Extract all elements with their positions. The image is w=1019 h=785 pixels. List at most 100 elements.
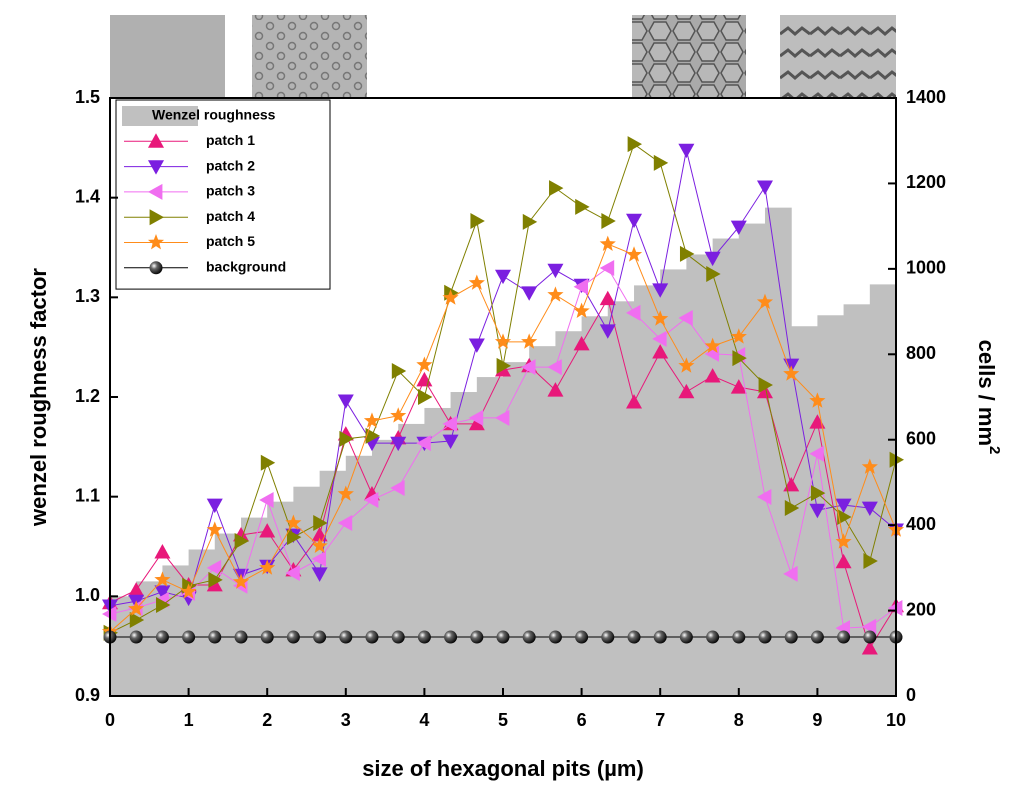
point xyxy=(811,485,826,502)
point xyxy=(758,377,773,394)
point xyxy=(259,559,276,575)
legend-marker xyxy=(148,133,164,148)
point xyxy=(260,630,274,644)
bar xyxy=(712,238,740,696)
point xyxy=(784,630,798,644)
legend-label: patch 1 xyxy=(206,132,255,148)
point xyxy=(652,330,667,347)
point xyxy=(285,514,302,530)
x-tick-label: 0 xyxy=(105,710,115,730)
point xyxy=(627,136,643,153)
point xyxy=(784,500,800,517)
point xyxy=(573,302,590,319)
point xyxy=(863,553,878,570)
point xyxy=(182,630,196,644)
point xyxy=(339,630,353,644)
point xyxy=(260,454,276,471)
point xyxy=(730,220,747,235)
point xyxy=(863,630,877,644)
point xyxy=(809,445,824,462)
bar xyxy=(319,470,347,696)
point xyxy=(416,435,431,452)
point xyxy=(418,389,433,405)
legend-label: patch 4 xyxy=(206,208,255,224)
point xyxy=(522,213,538,230)
point xyxy=(206,559,222,576)
y2-axis-label: cells / mm2 xyxy=(974,340,1003,455)
point xyxy=(704,251,721,267)
point xyxy=(837,630,851,644)
point xyxy=(417,630,431,644)
point xyxy=(547,382,564,397)
point xyxy=(599,260,615,277)
bar xyxy=(686,254,714,696)
point xyxy=(626,213,643,229)
point xyxy=(783,365,800,381)
x-tick-label: 6 xyxy=(577,710,587,730)
point xyxy=(704,337,721,354)
point xyxy=(129,630,143,644)
bar xyxy=(241,517,268,696)
point xyxy=(548,630,562,644)
point xyxy=(861,618,877,635)
point xyxy=(756,293,774,310)
legend-marker xyxy=(148,183,163,200)
point xyxy=(495,269,511,285)
point xyxy=(206,521,223,537)
point xyxy=(468,338,485,353)
point xyxy=(208,630,222,644)
point xyxy=(861,501,878,517)
point xyxy=(653,630,667,644)
point xyxy=(363,491,379,508)
x-tick-label: 3 xyxy=(341,710,351,730)
point xyxy=(337,485,354,501)
point xyxy=(337,515,353,532)
point xyxy=(521,333,538,349)
point xyxy=(365,427,380,444)
x-tick-label: 9 xyxy=(812,710,822,730)
point xyxy=(573,278,588,295)
point xyxy=(286,630,300,644)
point xyxy=(601,213,616,230)
thumbnail-hexagons xyxy=(632,15,746,98)
x-tick-label: 10 xyxy=(886,710,906,730)
point xyxy=(339,430,354,447)
bar xyxy=(450,392,478,696)
y-tick-label: 1.5 xyxy=(75,87,100,107)
point xyxy=(311,550,327,567)
point xyxy=(470,630,484,644)
plot-area xyxy=(101,136,905,696)
point xyxy=(626,394,643,409)
y2-tick-label: 1400 xyxy=(906,87,946,107)
point xyxy=(390,407,407,423)
thumbnails xyxy=(110,15,896,98)
point xyxy=(154,544,171,559)
point xyxy=(286,529,302,546)
point xyxy=(154,585,171,600)
y-tick-label: 1.3 xyxy=(75,286,100,306)
legend: Wenzel roughness patch 1 patch 2 patch 3 pat… xyxy=(115,99,331,290)
point xyxy=(730,379,747,394)
point xyxy=(575,198,590,215)
point xyxy=(625,246,643,262)
point xyxy=(128,600,145,616)
point xyxy=(521,286,538,301)
legend-label: patch 5 xyxy=(206,233,255,249)
bar xyxy=(607,301,635,696)
point xyxy=(652,344,669,359)
point xyxy=(810,630,824,644)
y-axis-label: wenzel roughness factor xyxy=(26,268,51,527)
y-tick-label: 1.4 xyxy=(75,186,100,206)
legend-swatch xyxy=(122,106,198,126)
point xyxy=(180,583,197,599)
legend-label: patch 3 xyxy=(206,183,255,199)
legend-label: patch 2 xyxy=(206,157,255,173)
point xyxy=(756,180,773,195)
x-axis-label: size of hexagonal pits (µm) xyxy=(362,756,644,781)
point xyxy=(390,436,407,452)
point xyxy=(468,409,484,426)
point xyxy=(783,565,798,582)
x-tick-label: 8 xyxy=(734,710,744,730)
point xyxy=(627,630,641,644)
point xyxy=(861,458,878,474)
